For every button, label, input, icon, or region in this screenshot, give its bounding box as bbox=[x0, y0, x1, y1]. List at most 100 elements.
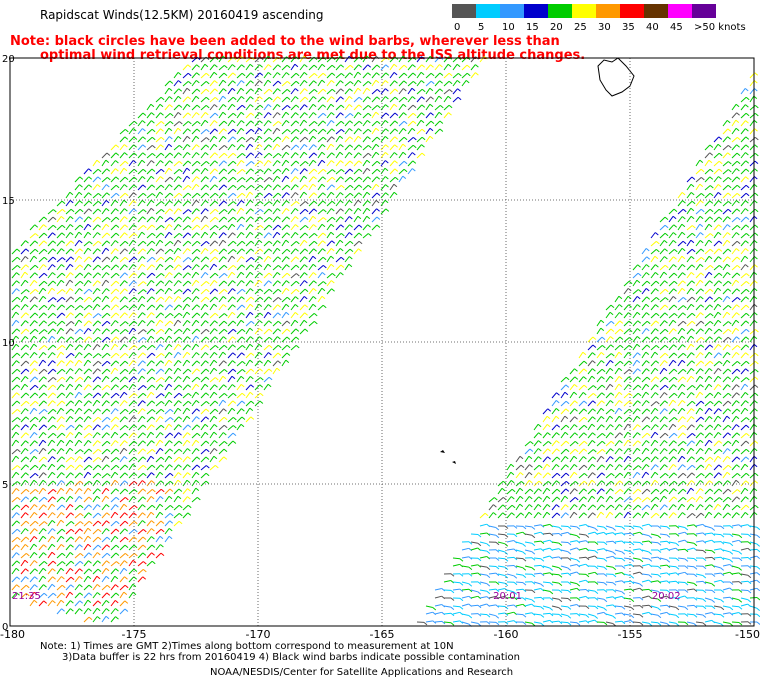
wind-barb bbox=[434, 611, 446, 616]
wind-barb bbox=[182, 472, 191, 479]
wind-barb bbox=[236, 144, 245, 151]
wind-barb bbox=[110, 392, 120, 399]
wind-barb bbox=[740, 480, 750, 487]
wind-barb bbox=[371, 64, 381, 71]
wind-barb bbox=[614, 472, 624, 479]
wind-barb bbox=[20, 416, 30, 423]
wind-barb bbox=[587, 525, 599, 531]
wind-barb bbox=[335, 264, 345, 271]
wind-barb bbox=[632, 465, 642, 471]
wind-barb bbox=[101, 487, 110, 495]
wind-barb bbox=[263, 184, 272, 191]
wind-barb bbox=[200, 360, 209, 367]
wind-barb bbox=[596, 360, 605, 367]
wind-barb bbox=[191, 208, 200, 215]
wind-barb bbox=[731, 612, 743, 616]
wind-barb bbox=[227, 112, 237, 119]
wind-barb bbox=[110, 424, 119, 431]
wind-barb bbox=[20, 544, 29, 551]
wind-barb bbox=[299, 239, 308, 247]
wind-barb bbox=[119, 456, 128, 463]
wind-barb bbox=[20, 264, 30, 271]
wind-barb bbox=[245, 104, 254, 111]
wind-barb bbox=[425, 96, 434, 103]
wind-barb bbox=[605, 581, 617, 586]
wind-barb bbox=[695, 512, 705, 519]
wind-barb bbox=[623, 400, 633, 407]
wind-barb bbox=[65, 336, 75, 343]
wind-barb bbox=[551, 448, 560, 455]
wind-barb bbox=[83, 168, 92, 175]
wind-barb bbox=[191, 121, 201, 127]
wind-barb bbox=[227, 375, 236, 383]
wind-barb bbox=[623, 423, 632, 431]
wind-barb bbox=[731, 304, 740, 311]
y-tick-label: 0 bbox=[2, 622, 8, 633]
wind-barb bbox=[236, 352, 245, 359]
wind-barb bbox=[299, 312, 308, 319]
wind-barb bbox=[173, 200, 182, 207]
wind-barb bbox=[119, 368, 129, 375]
wind-barb bbox=[479, 523, 491, 528]
wind-barb bbox=[119, 512, 128, 519]
wind-barb bbox=[605, 573, 617, 578]
wind-barb bbox=[56, 304, 66, 311]
wind-barb bbox=[56, 272, 66, 279]
wind-barb bbox=[587, 605, 599, 610]
wind-barb bbox=[362, 207, 371, 215]
wind-barb bbox=[416, 144, 425, 151]
wind-barb bbox=[101, 200, 110, 207]
wind-barb bbox=[596, 525, 608, 530]
wind-barb bbox=[20, 248, 30, 255]
wind-barb bbox=[101, 400, 110, 407]
wind-barb bbox=[119, 256, 129, 263]
wind-barb bbox=[38, 312, 48, 319]
wind-barb bbox=[155, 312, 165, 319]
wind-barb bbox=[92, 472, 102, 479]
wind-barb bbox=[443, 63, 452, 71]
wind-barb bbox=[326, 223, 335, 231]
wind-barb bbox=[461, 547, 473, 552]
wind-barb bbox=[74, 264, 84, 271]
wind-barb bbox=[299, 88, 308, 95]
wind-barb bbox=[425, 103, 434, 111]
wind-barb bbox=[236, 345, 246, 351]
wind-barb bbox=[11, 512, 20, 519]
wind-barb bbox=[641, 272, 650, 279]
wind-barb bbox=[137, 112, 147, 119]
wind-barb bbox=[146, 120, 155, 127]
wind-barb bbox=[92, 432, 101, 439]
wind-barb bbox=[596, 548, 608, 552]
wind-barb bbox=[227, 311, 236, 319]
wind-barb bbox=[695, 384, 704, 391]
wind-barb bbox=[551, 480, 560, 487]
wind-barb bbox=[164, 231, 173, 239]
wind-barb bbox=[722, 321, 732, 327]
wind-barb bbox=[164, 535, 173, 543]
wind-barb bbox=[245, 216, 254, 223]
wind-barb bbox=[506, 496, 515, 503]
wind-barb bbox=[713, 597, 725, 603]
wind-barb bbox=[686, 320, 696, 327]
wind-barb bbox=[254, 352, 263, 359]
wind-barb bbox=[101, 184, 110, 191]
wind-barb bbox=[191, 144, 200, 151]
wind-barb bbox=[191, 199, 200, 207]
wind-barb bbox=[596, 573, 608, 577]
wind-barb bbox=[605, 621, 617, 627]
wind-barb bbox=[245, 264, 255, 271]
wind-barb bbox=[191, 376, 201, 383]
wind-barb bbox=[605, 596, 617, 600]
wind-barb bbox=[191, 343, 200, 351]
wind-barb bbox=[695, 328, 704, 335]
wind-barb bbox=[182, 135, 191, 143]
wind-barb bbox=[254, 80, 263, 87]
wind-barb bbox=[344, 128, 353, 135]
wind-barb bbox=[560, 384, 570, 391]
wind-barb bbox=[434, 595, 446, 600]
wind-barb bbox=[452, 573, 464, 577]
wind-barb bbox=[623, 408, 633, 415]
wind-barb bbox=[695, 448, 704, 455]
wind-barb bbox=[317, 104, 327, 111]
wind-barb bbox=[47, 392, 57, 399]
